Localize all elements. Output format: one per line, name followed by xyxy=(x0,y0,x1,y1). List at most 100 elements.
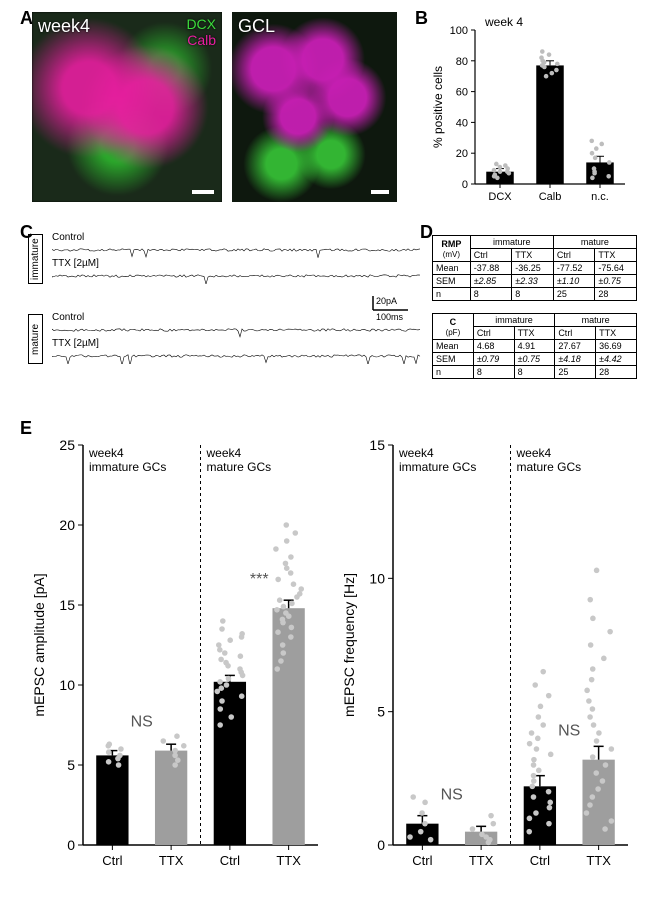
scatter-point xyxy=(118,746,124,752)
trace-group-label: mature xyxy=(28,314,43,364)
scatter-point xyxy=(219,626,225,632)
scatter-point xyxy=(590,666,596,672)
overlay-gcl: GCL xyxy=(238,16,275,37)
chart-e-right: 051015mEPSC frequency [Hz]week4immature … xyxy=(338,425,638,885)
scatter-point xyxy=(298,586,304,592)
scatter-point xyxy=(527,741,533,747)
scatter-point xyxy=(587,714,593,720)
scatter-point xyxy=(546,821,552,827)
scatter-point xyxy=(239,693,245,699)
scatter-point xyxy=(538,704,544,710)
bar xyxy=(214,682,246,845)
scatter-point xyxy=(531,757,537,763)
panel-b-label: B xyxy=(415,8,428,29)
scatter-point xyxy=(492,168,497,173)
scatter-point xyxy=(544,74,549,79)
scatter-point xyxy=(291,581,297,587)
ytick-label: 10 xyxy=(59,677,75,693)
scatter-point xyxy=(590,616,596,622)
scatter-point xyxy=(218,657,224,663)
chart-e-left: 0510152025mEPSC amplitude [pA]week4immat… xyxy=(28,425,328,885)
group-title2: mature GCs xyxy=(207,460,272,474)
scatter-point xyxy=(601,656,607,662)
scatter-point xyxy=(422,800,428,806)
bar xyxy=(406,824,438,845)
scatter-point xyxy=(527,816,533,822)
scatter-point xyxy=(488,813,494,819)
svg-text:100ms: 100ms xyxy=(376,312,404,322)
xtick-label: Ctrl xyxy=(412,853,432,868)
sig-label: NS xyxy=(558,723,580,740)
ytick-label: 0 xyxy=(67,837,75,853)
scatter-point xyxy=(160,738,166,744)
panel-d: RMP(mV)immaturematureCtrlTTXCtrlTTXMean-… xyxy=(432,235,637,391)
scatter-point xyxy=(592,166,597,171)
scatter-point xyxy=(594,738,600,744)
scatter-point xyxy=(172,762,178,768)
scatter-point xyxy=(217,647,223,653)
scatter-point xyxy=(175,757,181,763)
scatter-point xyxy=(226,676,232,682)
scatter-point xyxy=(609,818,615,824)
scatter-point xyxy=(479,832,485,838)
scatter-point xyxy=(547,805,553,811)
scatter-point xyxy=(593,770,599,776)
scatter-point xyxy=(219,698,225,704)
scatter-point xyxy=(172,753,178,759)
ylabel: mEPSC frequency [Hz] xyxy=(341,573,357,717)
scatter-point xyxy=(289,601,295,607)
bar xyxy=(586,162,614,184)
scatter-point xyxy=(529,730,535,736)
scatter-point xyxy=(283,522,289,528)
bar xyxy=(536,65,564,184)
data-table: C(pF)immaturematureCtrlTTXCtrlTTXMean4.6… xyxy=(432,313,637,379)
trace-group-label: immature xyxy=(28,234,43,284)
scatter-point xyxy=(274,666,280,672)
ytick-label: 15 xyxy=(369,437,385,453)
scatter-point xyxy=(535,736,541,742)
scatter-point xyxy=(116,762,122,768)
scatter-point xyxy=(223,660,229,666)
scatter-point xyxy=(594,568,600,574)
group-title1: week4 xyxy=(516,446,552,460)
scatter-point xyxy=(498,165,503,170)
scatter-point xyxy=(283,561,289,567)
scatter-point xyxy=(591,722,597,728)
scatter-point xyxy=(532,682,538,688)
scatter-point xyxy=(584,810,590,816)
scatter-point xyxy=(589,677,595,683)
scatter-point xyxy=(117,753,123,759)
trace xyxy=(52,268,422,284)
scatter-point xyxy=(216,642,222,648)
scatter-point xyxy=(546,789,552,795)
scatter-point xyxy=(602,826,608,832)
panel-e: 0510152025mEPSC amplitude [pA]week4immat… xyxy=(18,425,638,895)
scatter-point xyxy=(607,160,612,165)
scatter-point xyxy=(600,778,606,784)
chart-b: week 4020406080100% positive cellsDCXCal… xyxy=(430,12,630,212)
group-title2: mature GCs xyxy=(517,460,582,474)
ytick-label: 5 xyxy=(67,757,75,773)
scatter-point xyxy=(536,714,542,720)
scatter-point xyxy=(607,629,613,635)
xtick-label: n.c. xyxy=(591,191,609,203)
scatter-point xyxy=(590,794,596,800)
chart-b-svg: week 4020406080100% positive cellsDCXCal… xyxy=(430,12,630,212)
scatter-point xyxy=(273,546,279,552)
scatter-point xyxy=(547,52,552,57)
scatter-point xyxy=(536,768,542,774)
scatter-point xyxy=(172,748,178,754)
ytick-label: 15 xyxy=(59,597,75,613)
ytick-label: 20 xyxy=(59,517,75,533)
bar xyxy=(155,751,187,845)
scatter-point xyxy=(494,162,499,167)
sig-label: *** xyxy=(250,571,269,588)
scatter-point xyxy=(238,653,244,659)
scatter-point xyxy=(106,759,112,765)
trace xyxy=(52,242,422,258)
sig-label: NS xyxy=(131,714,153,731)
scatter-point xyxy=(228,714,234,720)
scalebar-a1 xyxy=(192,190,214,194)
scatter-point xyxy=(526,829,532,835)
scatter-point xyxy=(531,794,537,800)
